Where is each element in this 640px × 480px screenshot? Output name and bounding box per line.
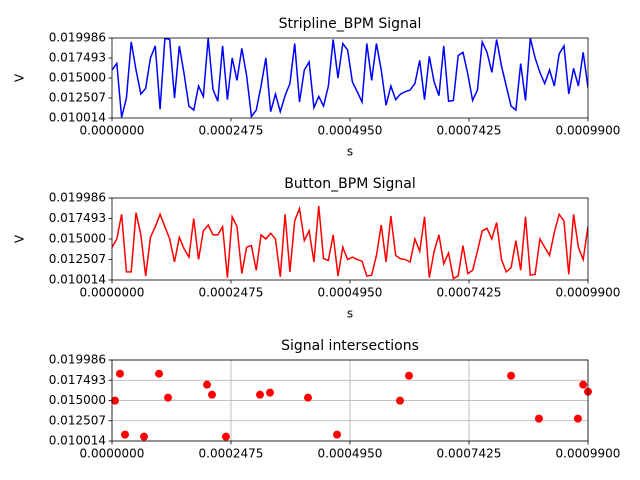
axes-frame [111, 37, 589, 119]
point [303, 393, 312, 402]
point [573, 414, 582, 423]
subplot: 0.0000000 0.0002475 0.0004950 0.0007425 0.00… [13, 16, 621, 159]
point [120, 430, 129, 439]
x-tick-label: 0.0007425 [437, 286, 502, 300]
y-tick-label: 0.015000 [49, 232, 106, 246]
point [140, 432, 149, 441]
y-tick-label: 0.017493 [49, 211, 106, 225]
y-tick-label: 0.019986 [49, 31, 106, 45]
x-tick-label: 0.0002475 [199, 286, 264, 300]
x-tick-label: 0.0002475 [199, 124, 264, 138]
point [534, 414, 543, 423]
point [404, 371, 413, 380]
axes-frame [111, 197, 589, 281]
point [255, 390, 264, 399]
y-tick-label: 0.010014 [49, 434, 106, 448]
x-tick-label: 0.0004950 [318, 447, 383, 461]
x-tick-label: 0.0000000 [80, 286, 145, 300]
x-tick-label: 0.0009900 [556, 447, 621, 461]
point [164, 393, 173, 402]
y-tick-label: 0.012507 [49, 252, 106, 266]
x-tick-label: 0.0007425 [437, 124, 502, 138]
x-tick-label: 0.0002475 [199, 447, 264, 461]
subplot: 0.0000000 0.0002475 0.0004950 0.0007425 0.00… [13, 176, 621, 321]
point [333, 430, 342, 439]
y-tick-label: 0.019986 [49, 191, 106, 205]
x-tick-label: 0.0004950 [318, 124, 383, 138]
y-tick-label: 0.017493 [49, 373, 106, 387]
y-tick-label: 0.015000 [49, 71, 106, 85]
y-tick-label: 0.010014 [49, 273, 106, 287]
x-tick-label: 0.0007425 [437, 447, 502, 461]
point [396, 396, 405, 405]
subplot: 0.0000000 0.0002475 0.0004950 0.0007425 0.00… [49, 338, 621, 461]
point [203, 380, 212, 389]
x-tick-label: 0.0009900 [556, 286, 621, 300]
y-tick-label: 0.019986 [49, 353, 106, 367]
axes-frame [111, 359, 589, 442]
y-tick-label: 0.015000 [49, 393, 106, 407]
line [112, 38, 588, 118]
chart-title: Stripline_BPM Signal [279, 16, 422, 32]
y-tick-label: 0.010014 [49, 111, 106, 125]
y-tick-label: 0.012507 [49, 413, 106, 427]
point [221, 432, 230, 441]
point [579, 380, 588, 389]
chart-title: Button_BPM Signal [284, 176, 415, 192]
x-axis-label: s [347, 307, 353, 321]
point [507, 371, 516, 380]
y-tick-label: 0.017493 [49, 51, 106, 65]
y-axis-label: V [13, 73, 27, 82]
x-tick-label: 0.0000000 [80, 447, 145, 461]
line [112, 205, 588, 280]
point [155, 369, 164, 378]
x-tick-label: 0.0000000 [80, 124, 145, 138]
point [110, 396, 119, 405]
point [265, 388, 274, 397]
x-tick-label: 0.0009900 [556, 124, 621, 138]
y-tick-label: 0.012507 [49, 91, 106, 105]
point [208, 390, 217, 399]
y-axis-label: V [13, 234, 27, 243]
x-tick-label: 0.0004950 [318, 286, 383, 300]
point [115, 369, 124, 378]
x-axis-label: s [347, 145, 353, 159]
chart-title: Signal intersections [281, 338, 419, 354]
